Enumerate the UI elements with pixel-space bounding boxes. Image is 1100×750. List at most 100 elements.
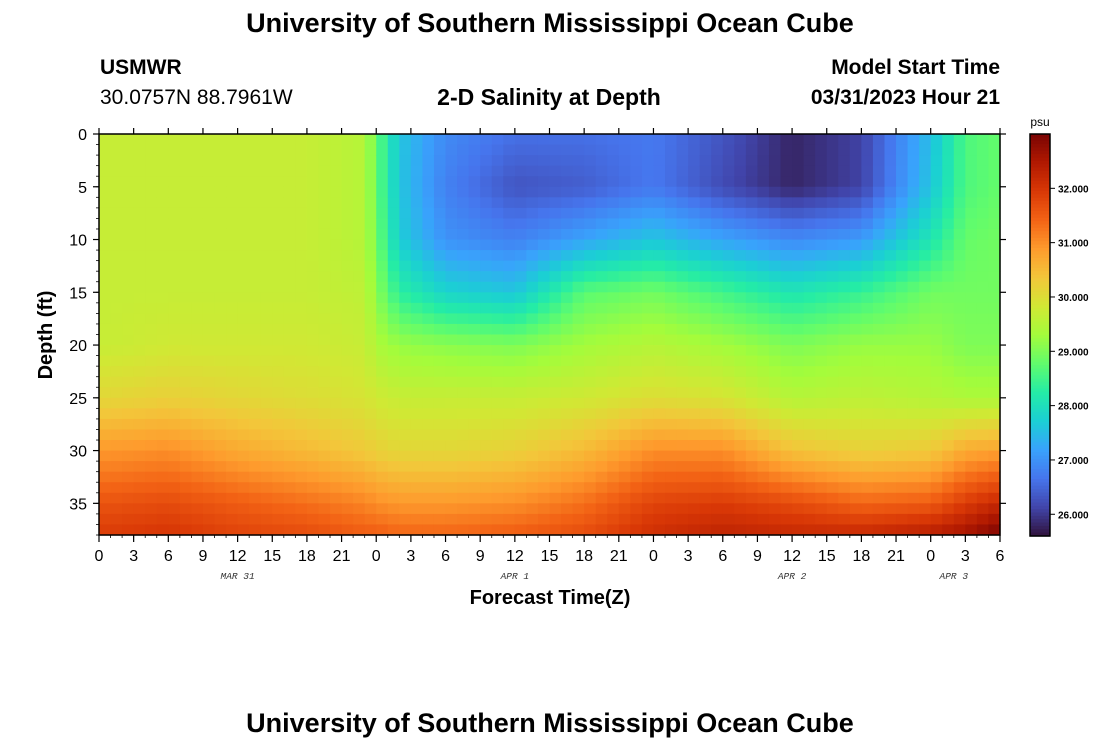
heatmap-cell xyxy=(179,376,193,388)
heatmap-cell xyxy=(514,155,527,167)
heatmap-cell xyxy=(353,524,366,536)
y-tick-label: 5 xyxy=(78,180,87,197)
heatmap-cell xyxy=(838,260,851,272)
heatmap-cell xyxy=(387,492,400,504)
heatmap-cell xyxy=(849,334,862,346)
heatmap-cell xyxy=(607,397,620,409)
heatmap-cell xyxy=(826,355,839,367)
heatmap-cell xyxy=(930,408,943,420)
heatmap-cell xyxy=(965,482,978,494)
heatmap-cell xyxy=(953,387,966,399)
heatmap-cell xyxy=(353,186,366,198)
colorbar-step xyxy=(1030,448,1050,453)
heatmap-cell xyxy=(711,503,724,515)
heatmap-cell xyxy=(734,345,747,357)
heatmap-cell xyxy=(410,345,424,357)
heatmap-cell xyxy=(110,228,123,241)
heatmap-cell xyxy=(734,155,747,167)
heatmap-cell xyxy=(930,176,943,188)
heatmap-cell xyxy=(965,228,978,241)
heatmap-cell xyxy=(260,302,273,314)
heatmap-cell xyxy=(826,387,839,399)
heatmap-cell xyxy=(514,176,527,188)
heatmap-cell xyxy=(572,313,585,325)
heatmap-cell xyxy=(226,345,239,357)
heatmap-cell xyxy=(838,418,851,431)
heatmap-cell xyxy=(792,165,805,177)
heatmap-cell xyxy=(572,197,585,209)
heatmap-cell xyxy=(145,397,158,409)
heatmap-cell xyxy=(641,471,655,483)
heatmap-cell xyxy=(480,313,493,325)
heatmap-cell xyxy=(122,366,135,378)
heatmap-cell xyxy=(514,218,527,230)
heatmap-cell xyxy=(445,513,458,526)
heatmap-cell xyxy=(226,271,239,283)
heatmap-cell xyxy=(665,302,678,314)
heatmap-cell xyxy=(145,313,158,325)
heatmap-cell xyxy=(630,387,643,399)
heatmap-cell xyxy=(861,482,874,494)
heatmap-cell xyxy=(607,376,620,388)
heatmap-cell xyxy=(237,345,250,357)
colorbar-step xyxy=(1030,391,1050,396)
heatmap-cell xyxy=(768,228,782,241)
heatmap-cell xyxy=(792,461,805,473)
heatmap-cell xyxy=(330,418,343,431)
heatmap-cell xyxy=(826,440,839,452)
heatmap-cell xyxy=(572,334,585,346)
heatmap-cell xyxy=(676,218,689,230)
heatmap-cell xyxy=(584,281,597,293)
heatmap-cell xyxy=(826,345,839,357)
heatmap-cell xyxy=(780,250,793,262)
heatmap-cell xyxy=(526,355,539,367)
heatmap-cell xyxy=(191,165,204,177)
heatmap-cell xyxy=(988,302,1001,314)
heatmap-cell xyxy=(861,292,874,304)
heatmap-cell xyxy=(976,155,990,167)
heatmap-cell xyxy=(537,429,551,441)
heatmap-cell xyxy=(711,155,724,167)
heatmap-cell xyxy=(457,207,470,220)
heatmap-cell xyxy=(364,345,377,357)
heatmap-cell xyxy=(584,197,597,209)
heatmap-cell xyxy=(930,239,943,251)
heatmap-cell xyxy=(353,345,366,357)
heatmap-cell xyxy=(445,429,458,441)
heatmap-cell xyxy=(249,260,262,272)
heatmap-cell xyxy=(699,524,712,536)
heatmap-cell xyxy=(480,503,493,515)
heatmap-cell xyxy=(745,461,759,473)
heatmap-cell xyxy=(561,524,574,536)
heatmap-cell xyxy=(561,134,574,146)
heatmap-cell xyxy=(353,492,366,504)
heatmap-cell xyxy=(341,450,354,462)
heatmap-cell xyxy=(734,513,747,526)
heatmap-cell xyxy=(353,271,366,283)
heatmap-cell xyxy=(145,281,158,293)
heatmap-cell xyxy=(768,366,782,378)
heatmap-cell xyxy=(584,513,597,526)
heatmap-cell xyxy=(399,524,412,536)
heatmap-cell xyxy=(780,134,793,146)
heatmap-cell xyxy=(480,207,493,220)
heatmap-cell xyxy=(249,345,262,357)
heatmap-cell xyxy=(283,218,296,230)
heatmap-cell xyxy=(815,345,828,357)
heatmap-cell xyxy=(387,197,400,209)
heatmap-cell xyxy=(503,345,516,357)
colorbar-step xyxy=(1030,331,1050,336)
heatmap-cell xyxy=(907,260,920,272)
heatmap-cell xyxy=(168,524,181,536)
heatmap-cell xyxy=(156,503,169,515)
heatmap-cell xyxy=(826,334,839,346)
heatmap-cell xyxy=(376,176,389,188)
heatmap-cell xyxy=(122,207,135,220)
heatmap-cell xyxy=(780,429,793,441)
colorbar-step xyxy=(1030,187,1050,192)
heatmap-cell xyxy=(306,134,320,146)
heatmap-cell xyxy=(803,397,816,409)
heatmap-cell xyxy=(364,281,377,293)
heatmap-cell xyxy=(341,345,354,357)
heatmap-cell xyxy=(306,218,320,230)
